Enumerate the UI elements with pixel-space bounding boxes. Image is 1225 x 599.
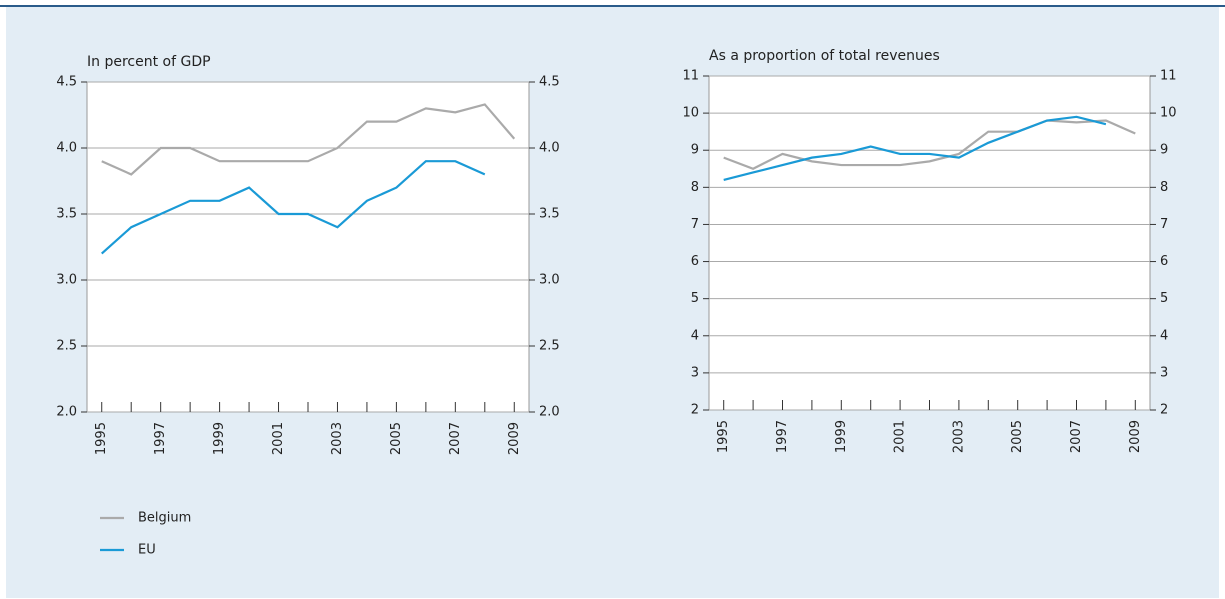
y-tick-label: 9 — [691, 143, 699, 158]
series-line — [723, 115, 1107, 181]
y-tick-label: 2.0 — [56, 405, 77, 420]
legend-label: Belgium — [138, 511, 191, 526]
series-line — [723, 119, 1136, 170]
series-line — [101, 103, 516, 176]
y2-tick-label: 7 — [1160, 217, 1168, 232]
y2-tick-label: 2.0 — [539, 405, 560, 420]
y-tick-label: 5 — [691, 291, 699, 306]
y2-tick-label: 3.0 — [539, 273, 560, 288]
y-tick-label: 2.5 — [56, 339, 77, 354]
y2-tick-label: 8 — [1160, 180, 1168, 195]
y2-tick-label: 9 — [1160, 143, 1168, 158]
x-tick-label: 2001 — [893, 420, 908, 453]
y-tick-label: 4.0 — [56, 141, 77, 156]
plot-area — [708, 75, 1151, 411]
x-tick-label: 2005 — [1010, 420, 1025, 453]
x-tick-label: 2001 — [271, 422, 286, 455]
y-tick-label: 2 — [691, 403, 699, 418]
x-tick-label: 1997 — [775, 420, 790, 453]
x-tick-label: 2007 — [448, 422, 463, 455]
y-tick-label: 3.5 — [56, 207, 77, 222]
x-tick-label: 1997 — [153, 422, 168, 455]
y-tick-label: 10 — [682, 106, 699, 121]
plot-area — [86, 81, 530, 413]
series-line — [100, 160, 486, 255]
y-tick-label: 4.5 — [56, 75, 77, 90]
x-tick-label: 2009 — [1128, 420, 1143, 453]
y-tick-label: 8 — [691, 180, 699, 195]
x-tick-label: 1995 — [716, 420, 731, 453]
x-tick-label: 2003 — [951, 420, 966, 453]
y-tick-label: 7 — [691, 217, 699, 232]
x-tick-label: 1999 — [212, 422, 227, 455]
y2-tick-label: 6 — [1160, 254, 1168, 269]
x-tick-label: 2007 — [1069, 420, 1084, 453]
y2-tick-label: 4.0 — [539, 141, 560, 156]
y-tick-label: 3.0 — [56, 273, 77, 288]
y2-tick-label: 4 — [1160, 328, 1168, 343]
y2-tick-label: 4.5 — [539, 75, 560, 90]
y-tick-label: 11 — [682, 69, 699, 84]
y2-tick-label: 5 — [1160, 291, 1168, 306]
x-tick-label: 2003 — [330, 422, 345, 455]
x-tick-label: 2009 — [507, 422, 522, 455]
y2-tick-label: 2 — [1160, 403, 1168, 418]
legend-label: EU — [138, 543, 156, 558]
x-tick-label: 2005 — [389, 422, 404, 455]
y2-tick-label: 3.5 — [539, 207, 560, 222]
x-tick-label: 1995 — [94, 422, 109, 455]
y-tick-label: 3 — [691, 365, 699, 380]
y-tick-label: 4 — [691, 328, 699, 343]
y2-tick-label: 3 — [1160, 365, 1168, 380]
x-tick-label: 1999 — [834, 420, 849, 453]
y-tick-label: 6 — [691, 254, 699, 269]
chart-title: In percent of GDP — [87, 54, 211, 70]
y2-tick-label: 10 — [1160, 106, 1177, 121]
y2-tick-label: 11 — [1160, 69, 1177, 84]
y2-tick-label: 2.5 — [539, 339, 560, 354]
chart-title: As a proportion of total revenues — [709, 48, 940, 64]
